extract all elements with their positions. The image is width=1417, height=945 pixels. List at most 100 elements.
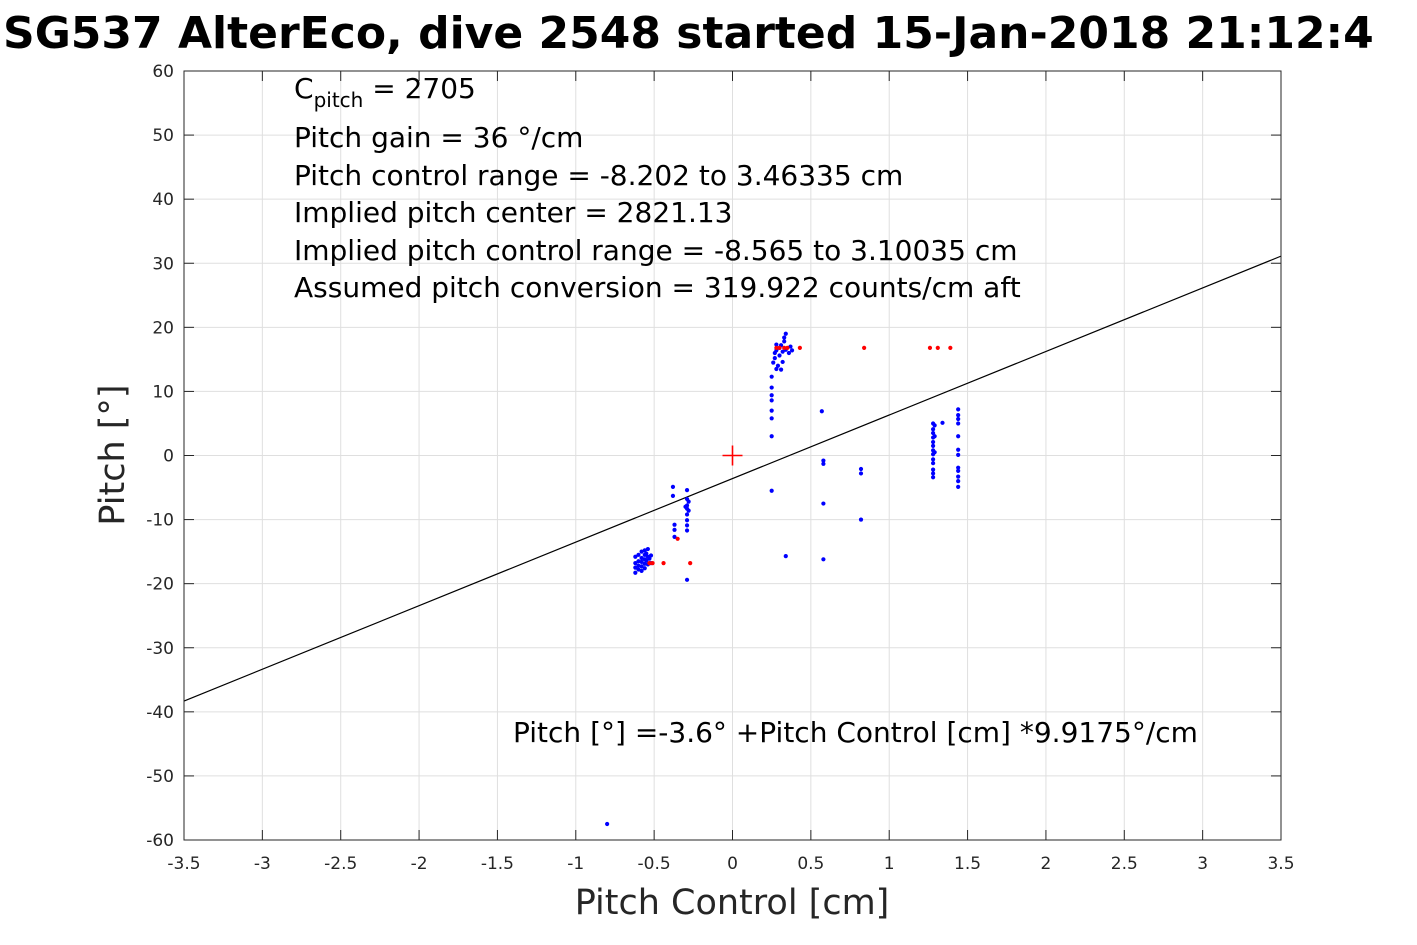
data-point	[956, 434, 961, 439]
y-tick-label: 20	[152, 318, 174, 338]
x-tick-label: -0.5	[638, 854, 671, 874]
data-point	[648, 553, 654, 558]
data-point	[930, 467, 936, 472]
data-point	[683, 504, 688, 509]
data-point	[930, 457, 936, 462]
data-point	[780, 359, 785, 365]
data-point	[774, 342, 779, 347]
plot-border	[183, 70, 1282, 841]
y-tick-label: -40	[146, 703, 174, 723]
center-marker-group	[722, 445, 743, 466]
y-tick-label: 60	[152, 62, 174, 82]
data-point	[956, 421, 961, 426]
data-points	[605, 331, 961, 827]
data-point	[605, 821, 610, 827]
data-point	[782, 335, 787, 340]
data-point	[821, 458, 826, 463]
data-point	[930, 471, 936, 476]
data-point	[786, 350, 792, 356]
data-point	[932, 423, 937, 428]
c-pitch-value: = 2705	[363, 72, 476, 105]
data-point	[639, 564, 644, 569]
y-tick-label: -60	[146, 831, 174, 851]
data-point	[956, 465, 961, 470]
data-point	[774, 345, 779, 350]
data-point	[642, 561, 647, 566]
x-tick-label: 2.5	[1111, 854, 1138, 874]
c-pitch-annotation: Cpitch = 2705	[294, 72, 476, 112]
implied-pitch-center-text: Implied pitch center = 2821.13	[294, 196, 732, 229]
data-point	[684, 577, 690, 582]
data-point	[684, 512, 690, 517]
y-tick-label: -50	[146, 767, 174, 787]
data-point	[670, 493, 676, 498]
data-point	[769, 408, 774, 413]
pitch-control-range-text: Pitch control range = -8.202 to 3.46335 …	[294, 159, 903, 192]
fit-line	[183, 255, 1282, 702]
data-point	[940, 420, 945, 425]
data-point	[782, 339, 787, 344]
data-point	[797, 345, 802, 350]
data-point	[644, 551, 649, 556]
data-point	[777, 353, 782, 358]
data-point	[684, 518, 690, 523]
data-point	[639, 559, 644, 564]
data-point	[688, 561, 693, 566]
ticks: -3.5 -3 -2.5 -2 -1.5 -1 -0.5 0 0.5 1 1.5 2 2.5 3 3.5 -6…	[146, 62, 1294, 874]
data-point	[930, 439, 936, 445]
data-point	[930, 427, 936, 432]
data-point	[772, 355, 777, 361]
data-point	[858, 517, 864, 522]
data-point	[930, 461, 936, 466]
x-tick-label: 1	[884, 854, 895, 874]
data-point	[642, 566, 647, 571]
data-point	[672, 522, 677, 527]
series-excluded	[647, 345, 953, 566]
data-point	[672, 534, 677, 539]
data-point	[862, 345, 867, 350]
x-tick-label: -2.5	[324, 854, 357, 874]
data-point	[930, 475, 936, 480]
data-point	[684, 488, 690, 493]
data-point	[932, 450, 937, 455]
x-tick-label: -3.5	[167, 854, 200, 874]
data-point	[645, 546, 650, 552]
data-point	[956, 407, 961, 412]
y-tick-label: -20	[146, 575, 174, 595]
data-point	[769, 434, 774, 439]
data-point	[821, 501, 826, 506]
data-point	[636, 559, 641, 564]
data-point	[956, 474, 961, 479]
data-point	[821, 557, 826, 562]
data-point	[819, 409, 824, 414]
x-axis-label: Pitch Control [cm]	[575, 883, 890, 923]
x-tick-label: 3.5	[1267, 854, 1294, 874]
data-point	[769, 374, 774, 379]
x-tick-label: -1	[567, 854, 584, 874]
fit-equation-text: Pitch [°] =-3.6° +Pitch Control [cm] *9.…	[513, 716, 1198, 749]
y-tick-label: 0	[163, 447, 174, 467]
y-tick-label: 10	[152, 382, 174, 402]
chart-title: SG537 AlterEco, dive 2548 started 15-Jan…	[3, 8, 1374, 59]
x-tick-label: -3	[254, 854, 271, 874]
data-point	[670, 484, 676, 490]
data-point	[930, 443, 936, 448]
data-point	[780, 349, 785, 354]
data-point	[639, 568, 644, 573]
data-point	[782, 345, 787, 350]
data-point	[650, 561, 655, 566]
y-tick-label: 50	[152, 126, 174, 146]
data-point	[858, 471, 864, 476]
data-point	[935, 345, 940, 350]
data-point	[956, 484, 961, 490]
data-point	[775, 363, 781, 368]
y-tick-label: 30	[152, 254, 174, 274]
x-tick-label: -1.5	[481, 854, 514, 874]
y-tick-label: -10	[146, 511, 174, 531]
data-point	[956, 413, 961, 418]
c-pitch-subscript: pitch	[314, 88, 364, 112]
data-point	[783, 554, 788, 559]
implied-pitch-control-range-text: Implied pitch control range = -8.565 to …	[294, 234, 1018, 267]
y-tick-label: -30	[146, 639, 174, 659]
